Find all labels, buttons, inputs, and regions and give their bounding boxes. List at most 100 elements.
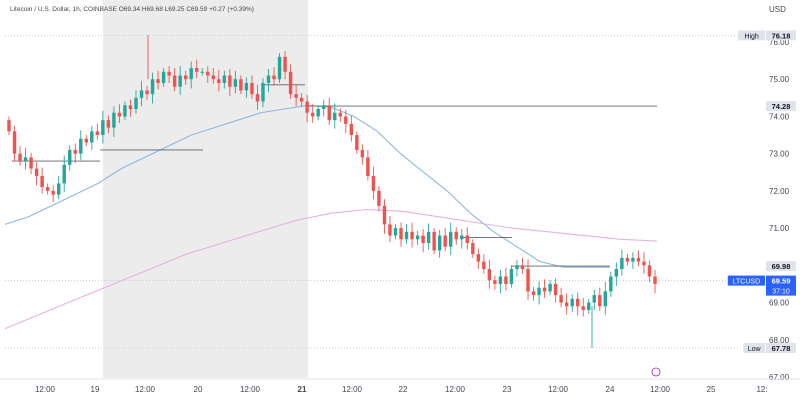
candle — [145, 85, 149, 100]
candle — [653, 269, 657, 294]
candle — [228, 68, 232, 96]
candle — [647, 260, 652, 283]
candle — [266, 68, 271, 93]
candle — [18, 146, 22, 166]
candle — [117, 104, 122, 123]
candle — [161, 68, 166, 87]
candle — [139, 81, 144, 107]
level-price-label: 69.98 — [766, 261, 796, 272]
candle — [316, 105, 320, 121]
candle — [504, 268, 508, 291]
low-price-label: Low 67.78 — [743, 342, 796, 353]
x-tick-label: 12:00 — [445, 385, 466, 394]
candle — [493, 275, 497, 290]
candle — [537, 281, 541, 305]
candle — [211, 68, 216, 84]
candle — [23, 148, 28, 170]
candle — [106, 115, 111, 134]
candle — [371, 166, 376, 200]
y-tick-label: 73.00 — [769, 150, 790, 159]
candle — [620, 249, 624, 276]
x-tick-label: 24 — [606, 385, 615, 394]
candle — [520, 257, 525, 274]
candle — [40, 167, 44, 194]
candle — [68, 145, 72, 171]
candle — [56, 176, 61, 200]
y-tick-label: 75.00 — [769, 75, 790, 84]
x-tick-label: 12:00 — [35, 385, 56, 394]
candle — [509, 265, 514, 288]
candle — [250, 75, 254, 99]
candle — [45, 183, 50, 195]
candle — [355, 131, 359, 154]
candle — [200, 68, 204, 76]
candle — [542, 279, 547, 298]
candle — [344, 109, 348, 134]
candle — [432, 228, 436, 255]
candle — [51, 185, 55, 203]
candle — [415, 230, 420, 245]
candle — [603, 282, 608, 315]
svg-text:76.18: 76.18 — [772, 31, 791, 40]
candle — [195, 59, 199, 79]
candle — [283, 51, 287, 80]
y-tick-label: 74.00 — [769, 112, 790, 121]
x-tick-label: 25 — [707, 385, 716, 394]
chart-title: Litecoin / U.S. Dollar, 1h, COINBASE O69… — [10, 6, 254, 13]
x-tick-label: 12:00 — [342, 385, 363, 394]
candle — [421, 229, 425, 253]
level-price-label: 74.28 — [766, 101, 796, 112]
candle — [482, 254, 486, 274]
candle — [587, 298, 591, 314]
currency-label: USD — [769, 5, 786, 14]
candle — [609, 271, 613, 297]
candle — [7, 116, 11, 136]
candle — [349, 115, 354, 142]
candle — [34, 162, 39, 186]
candle — [233, 70, 238, 94]
x-tick-label: 19 — [91, 385, 100, 394]
candle — [404, 224, 409, 244]
candle — [244, 77, 249, 98]
candle — [134, 90, 138, 114]
candle — [294, 84, 298, 107]
candle — [625, 254, 630, 266]
candle — [592, 289, 596, 310]
candle — [498, 269, 503, 294]
candle — [62, 155, 66, 192]
y-tick-label: 76.00 — [769, 38, 790, 47]
candle — [178, 66, 182, 96]
candle — [531, 286, 536, 301]
candle — [156, 70, 160, 90]
candle — [636, 250, 641, 267]
candle — [642, 252, 646, 274]
candle — [614, 262, 619, 286]
candle — [189, 61, 193, 89]
candle — [206, 66, 210, 83]
event-marker-icon[interactable] — [651, 367, 661, 377]
candle — [183, 70, 188, 85]
candle — [443, 228, 447, 252]
x-tick-label: 12:00 — [135, 385, 156, 394]
svg-text:37:10: 37:10 — [772, 289, 790, 296]
current-price-label: LTCUSD 69.59 37:10 — [727, 275, 796, 296]
svg-text:67.78: 67.78 — [772, 344, 791, 353]
candle — [112, 106, 116, 137]
candle — [327, 97, 331, 125]
candle — [261, 78, 265, 108]
candle — [548, 280, 552, 296]
candle — [217, 69, 221, 92]
candle — [123, 101, 127, 121]
x-tick-label: 20 — [194, 385, 203, 394]
candle — [84, 135, 89, 147]
candle — [12, 125, 17, 162]
candle — [426, 223, 431, 250]
y-tick-label: 67.00 — [769, 373, 790, 382]
candle — [553, 278, 558, 303]
candle — [322, 99, 326, 117]
candle — [388, 216, 392, 243]
candle — [272, 67, 276, 86]
candle — [29, 152, 33, 175]
